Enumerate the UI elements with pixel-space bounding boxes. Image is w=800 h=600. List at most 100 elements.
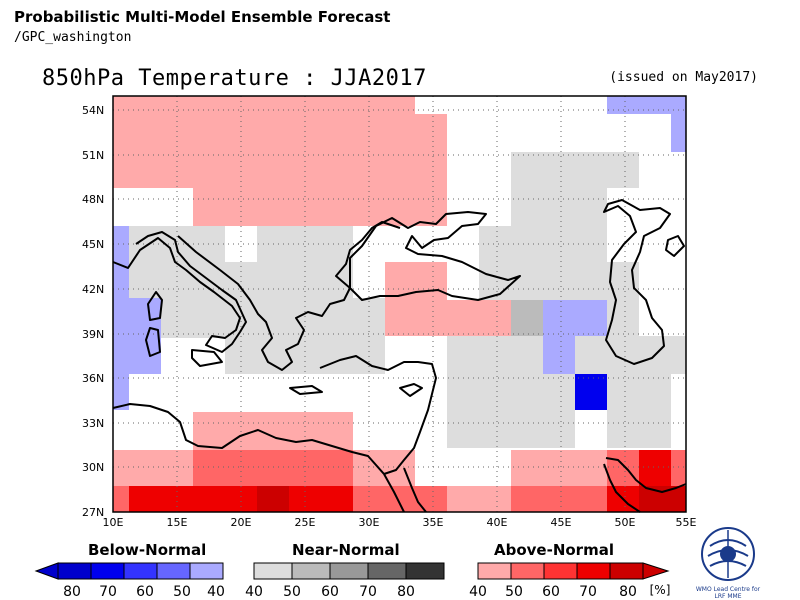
above-normal-cell <box>511 450 607 486</box>
above-normal-cell-50 <box>353 486 447 512</box>
near-normal-cell <box>511 188 607 226</box>
wmo-logo: WMO Lead Centre for LRF MME <box>690 526 766 600</box>
legend-tick: 80 <box>397 584 415 600</box>
legend-swatch <box>609 562 644 580</box>
near-normal-cell <box>129 262 353 298</box>
map-title: 850hPa Temperature : JJA2017 <box>42 66 427 91</box>
wmo-emblem-icon <box>701 527 755 581</box>
below-normal-cell <box>543 300 607 336</box>
page-title: Probabilistic Multi-Model Ensemble Forec… <box>14 8 391 26</box>
legend-tick: 70 <box>99 584 117 600</box>
near-normal-cell <box>479 262 639 300</box>
legend-near-title: Near-Normal <box>292 541 400 559</box>
lat-label: 36N <box>82 372 104 385</box>
legend-tick: 80 <box>619 584 637 600</box>
legend-below <box>34 562 224 580</box>
legend-swatch <box>90 562 125 580</box>
legend-tick: 60 <box>136 584 154 600</box>
lon-label: 20E <box>231 516 252 529</box>
below-normal-cell-70 <box>575 374 607 410</box>
legend-swatch <box>543 562 578 580</box>
lat-label: 33N <box>82 417 104 430</box>
coastlines <box>112 199 687 513</box>
map-frame <box>112 95 687 513</box>
issued-date: (issued on May2017) <box>609 70 758 85</box>
legend-tick: 40 <box>245 584 263 600</box>
above-normal-cell-70 <box>129 486 257 512</box>
legend-swatch <box>156 562 191 580</box>
legend-above <box>477 562 670 580</box>
legend-tick: 50 <box>505 584 523 600</box>
legend-swatch <box>34 562 59 580</box>
lat-label: 39N <box>82 328 104 341</box>
above-normal-cell-70 <box>639 450 671 486</box>
legend-swatch <box>189 562 224 580</box>
above-normal-cell-50 <box>607 450 639 486</box>
lat-label: 48N <box>82 193 104 206</box>
legend-swatch <box>477 562 512 580</box>
above-normal-cell <box>385 300 511 336</box>
lon-label: 25E <box>295 516 316 529</box>
lon-label: 15E <box>167 516 188 529</box>
above-normal-cell-50 <box>113 486 129 512</box>
below-normal-cell <box>671 114 686 152</box>
above-normal-cell-50 <box>193 450 353 486</box>
lat-label: 42N <box>82 283 104 296</box>
near-normal-cell <box>447 336 543 374</box>
legend-swatch <box>123 562 158 580</box>
legend-tick: 80 <box>63 584 81 600</box>
legend-unit: [%] <box>650 583 671 597</box>
near-normal-cell <box>161 298 385 338</box>
legend-swatch <box>510 562 545 580</box>
below-normal-cell <box>607 96 686 114</box>
lon-label: 50E <box>615 516 636 529</box>
lon-labels: 10E 15E 20E 25E 30E 35E 40E 45E 50E 55E <box>103 516 697 529</box>
legend-ticks: 80 70 60 50 40 40 50 60 70 80 40 50 60 7… <box>63 583 670 600</box>
above-normal-cell <box>113 450 193 486</box>
lat-label: 51N <box>82 149 104 162</box>
below-normal-cell <box>543 336 575 374</box>
near-normal-cell-50 <box>511 300 543 336</box>
legend-swatch <box>291 562 331 580</box>
lat-label: 30N <box>82 461 104 474</box>
logo-caption: WMO Lead Centre for LRF MME <box>695 586 761 600</box>
legend-tick: 50 <box>173 584 191 600</box>
lon-label: 35E <box>423 516 444 529</box>
legend-tick: 60 <box>542 584 560 600</box>
lon-label: 55E <box>676 516 697 529</box>
above-normal-cell-70 <box>289 486 353 512</box>
below-normal-cell <box>113 298 161 374</box>
near-normal-cell <box>607 374 671 448</box>
legend-above-title: Above-Normal <box>494 541 614 559</box>
legend-tick: 70 <box>359 584 377 600</box>
near-normal-cell <box>575 336 686 374</box>
legend-swatch <box>642 562 670 580</box>
lat-labels: 54N 51N 48N 45N 42N 39N 36N 33N 30N 27N <box>82 104 104 519</box>
lat-label: 54N <box>82 104 104 117</box>
below-normal-cell <box>113 226 129 262</box>
legend-tick: 50 <box>283 584 301 600</box>
legend-tick: 40 <box>469 584 487 600</box>
near-normal-cell <box>447 374 575 448</box>
lon-label: 45E <box>551 516 572 529</box>
above-normal-cell <box>447 486 511 512</box>
lat-label: 27N <box>82 506 104 519</box>
above-normal-cell <box>113 96 415 114</box>
legend-swatch <box>367 562 407 580</box>
above-normal-cell <box>385 262 447 300</box>
legend-swatch <box>57 562 92 580</box>
lon-label: 40E <box>487 516 508 529</box>
legend-tick: 70 <box>579 584 597 600</box>
above-normal-cell-50 <box>511 486 607 512</box>
lat-label: 45N <box>82 238 104 251</box>
above-normal-cell-80 <box>639 486 686 512</box>
below-normal-cell <box>113 374 129 410</box>
near-normal-cell <box>511 152 639 188</box>
page-subtitle: /GPC_washington <box>14 30 132 45</box>
legend-swatch <box>405 562 445 580</box>
above-normal-cell <box>113 114 447 188</box>
legend-tick: 60 <box>321 584 339 600</box>
above-normal-cell <box>193 188 447 226</box>
legend-tick: 40 <box>207 584 225 600</box>
